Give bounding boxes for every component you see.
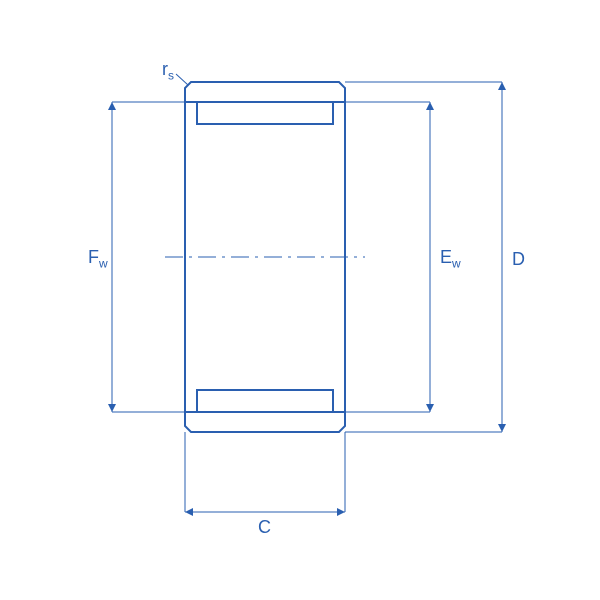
label-ew-sub: w [452,257,461,271]
label-d: D [512,250,525,268]
label-ew: Ew [440,248,461,270]
label-c-text: C [258,517,271,537]
label-d-text: D [512,249,525,269]
label-fw-main: F [88,247,99,267]
label-c: C [258,518,271,536]
bearing-section-diagram [0,0,600,600]
label-rs-sub: s [168,69,174,83]
label-rs: rs [162,60,174,82]
label-fw: Fw [88,248,108,270]
label-fw-sub: w [99,257,108,271]
label-ew-main: E [440,247,452,267]
